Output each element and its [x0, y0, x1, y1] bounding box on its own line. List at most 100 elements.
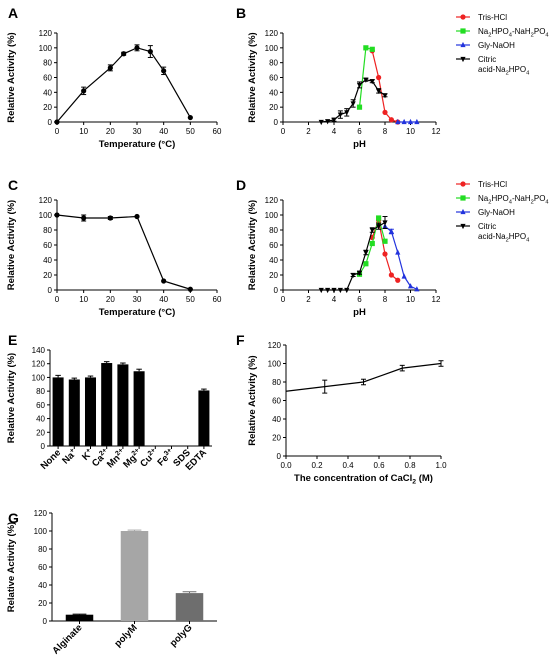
data-point [382, 93, 388, 99]
data-point [107, 215, 113, 221]
data-point [376, 88, 382, 94]
y-axis-title: Relative Activity (%) [247, 355, 258, 445]
legend-entry: Na2HPO4-NaH2PO4 [456, 27, 549, 39]
y-tick-label: 40 [269, 256, 278, 265]
x-tick-label: 0 [55, 295, 60, 304]
legend-marker [460, 223, 466, 230]
y-tick-label: 20 [272, 434, 281, 443]
data-point [187, 114, 193, 121]
legend-label: Na2HPO4-NaH2PO4 [478, 27, 549, 39]
bar [198, 390, 210, 446]
y-tick-label: 120 [39, 29, 53, 38]
legend-label: acid-Na2HPO4 [478, 232, 530, 244]
data-point [388, 117, 394, 123]
bar-k-: K+ [80, 375, 97, 463]
y-tick-label: 40 [269, 88, 278, 97]
legend-label: Tris-HCl [478, 180, 507, 189]
data-point [325, 119, 331, 125]
x-tick-label: 30 [133, 295, 142, 304]
data-point [325, 287, 331, 294]
bar [84, 377, 97, 446]
y-tick-label: 20 [43, 271, 52, 280]
data-point [388, 228, 394, 234]
data-point [376, 224, 382, 230]
y-tick-label: 100 [39, 211, 53, 220]
data-point [382, 220, 388, 226]
series-gly-naoh [382, 223, 420, 292]
y-tick-label: 80 [272, 378, 281, 387]
y-axis-title: Relative Activity (%) [247, 32, 258, 122]
x-axis-title: Temperature (°C) [99, 307, 175, 318]
panel-letter: F [236, 332, 245, 348]
panel-b: 0 20 40 60 80 100 120 0 2 4 6 8 10 12 Relative Activit… [236, 5, 549, 150]
data-point [369, 240, 375, 247]
y-tick-label: 40 [43, 256, 52, 265]
x-axis-title: Temperature (°C) [99, 139, 175, 150]
series-0 [54, 212, 193, 292]
y-tick-label: 40 [36, 415, 45, 424]
data-point [350, 101, 356, 107]
y-tick-label: 80 [269, 226, 278, 235]
x-tick-label: 30 [133, 127, 142, 136]
bar-fe3-: Fe3+ [155, 446, 173, 468]
y-axis-title: Relative Activity (%) [247, 200, 258, 290]
legend-label: Gly-NaOH [478, 41, 515, 50]
y-tick-label: 40 [38, 581, 47, 590]
data-point [407, 118, 414, 125]
y-tick-label: 120 [265, 29, 279, 38]
data-point [363, 261, 369, 267]
x-tick-label: 10 [406, 295, 415, 304]
x-tick-label: 1.0 [435, 461, 447, 470]
y-tick-label: 0 [43, 617, 48, 626]
x-tick-label: 60 [213, 127, 222, 136]
y-tick-label: 140 [32, 346, 46, 355]
y-tick-label: 120 [34, 509, 48, 518]
legend-marker [460, 195, 466, 201]
x-tick-label: 0.6 [373, 461, 385, 470]
y-tick-label: 60 [38, 563, 47, 572]
data-point [356, 104, 363, 110]
series-citric-acid-na2hpo4 [318, 77, 388, 126]
y-tick-label: 20 [36, 428, 45, 437]
x-axis-title: pH [353, 307, 366, 318]
x-tick-label: 50 [186, 127, 195, 136]
legend-entry: Gly-NaOH [456, 208, 515, 217]
bar [120, 531, 149, 621]
data-point [350, 272, 356, 279]
y-tick-label: 80 [36, 387, 45, 396]
data-point [363, 77, 369, 83]
legend-marker [460, 41, 466, 48]
data-point [81, 88, 87, 94]
y-tick-label: 20 [269, 271, 278, 280]
x-tick-label: 12 [432, 127, 441, 136]
data-point [54, 212, 60, 218]
category-label: polyG [168, 622, 195, 649]
panel-letter: D [236, 177, 246, 193]
y-tick-label: 100 [265, 44, 279, 53]
data-point [395, 118, 401, 125]
category-label: None [39, 447, 64, 472]
x-tick-label: 10 [79, 127, 88, 136]
x-tick-label: 20 [106, 127, 115, 136]
x-tick-label: 6 [357, 127, 362, 136]
bar-polyg: polyG [168, 591, 204, 649]
bar-edta: EDTA [183, 388, 210, 473]
data-point [318, 287, 324, 294]
series-gly-naoh [395, 118, 420, 125]
legend-marker [460, 181, 466, 187]
y-tick-label: 0 [274, 286, 279, 295]
y-tick-label: 60 [272, 397, 281, 406]
data-point [382, 109, 388, 115]
y-tick-label: 20 [43, 103, 52, 112]
y-tick-label: 100 [39, 44, 53, 53]
legend-label: Tris-HCl [478, 13, 507, 22]
y-tick-label: 0 [277, 452, 282, 461]
data-point [407, 283, 414, 289]
data-point [395, 249, 401, 255]
data-point [414, 118, 420, 125]
y-tick-label: 80 [269, 59, 278, 68]
x-tick-label: 12 [432, 295, 441, 304]
y-axis-title: Relative Activity (%) [6, 200, 17, 290]
legend-marker [460, 14, 466, 20]
